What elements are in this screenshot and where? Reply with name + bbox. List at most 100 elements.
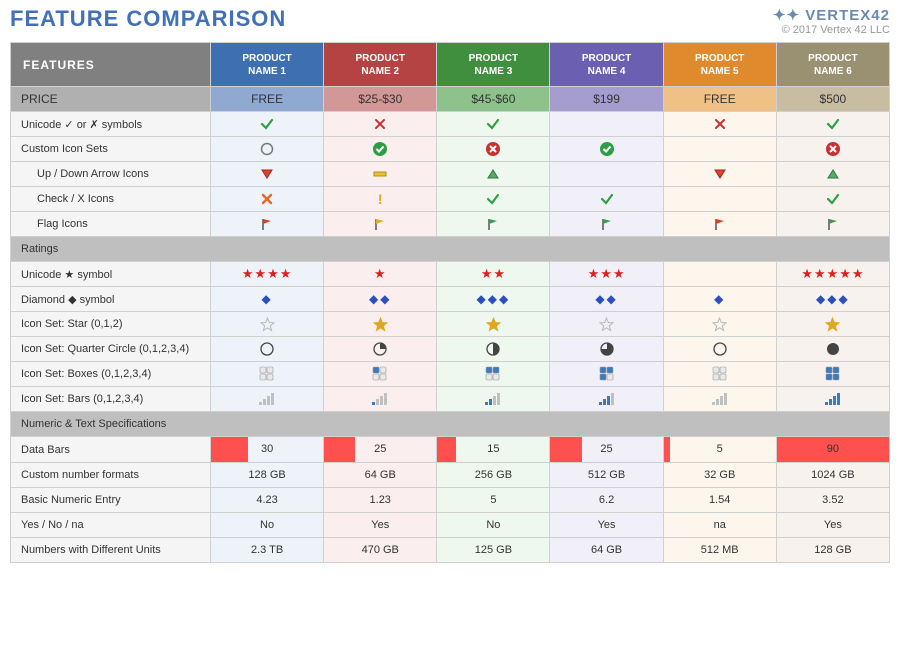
rating-cell [437,362,550,387]
price-5: FREE [663,87,776,112]
numeric-cell: Yes [324,513,437,538]
feature-cell [776,112,889,137]
rating-cell: ◆◆◆ [776,287,889,312]
rating-cell: ★ [324,262,437,287]
feature-cell [550,137,663,162]
brand-block: ✦✦ VERTEX42 © 2017 Vertex 42 LLC [773,6,890,36]
feature-label: Unicode ✓ or ✗ symbols [11,112,211,137]
rating-cell: ★★ [437,262,550,287]
databar-cell: 90 [776,437,889,463]
rating-cell: ★★★ [550,262,663,287]
feature-cell [211,162,324,187]
rating-cell [437,337,550,362]
numeric-cell: 32 GB [663,463,776,488]
feature-cell [324,162,437,187]
numeric-cell: 4.23 [211,488,324,513]
numeric-cell: na [663,513,776,538]
feature-cell [550,212,663,237]
rating-cell: ◆ [663,287,776,312]
feature-label: Check / X Icons [11,187,211,212]
product-header-1: PRODUCTNAME 1 [211,43,324,87]
rating-label: Icon Set: Boxes (0,1,2,3,4) [11,362,211,387]
price-6: $500 [776,87,889,112]
rating-cell [437,312,550,337]
rating-cell [663,312,776,337]
feature-cell [550,162,663,187]
numeric-cell: 512 GB [550,463,663,488]
features-header: FEATURES [11,43,211,87]
feature-cell [776,137,889,162]
section-ratings: Ratings [11,237,890,262]
rating-cell [550,337,663,362]
feature-cell [663,112,776,137]
feature-cell [550,187,663,212]
numeric-cell: 470 GB [324,538,437,563]
feature-cell [211,137,324,162]
rating-cell [776,312,889,337]
rating-cell: ◆◆ [324,287,437,312]
numeric-cell: 128 GB [776,538,889,563]
numeric-cell: 128 GB [211,463,324,488]
numeric-cell: 1024 GB [776,463,889,488]
numeric-label: Numbers with Different Units [11,538,211,563]
copyright: © 2017 Vertex 42 LLC [773,24,890,36]
rating-cell [324,387,437,412]
feature-label: Flag Icons [11,212,211,237]
feature-cell [663,187,776,212]
databar-cell: 5 [663,437,776,463]
feature-cell [663,212,776,237]
rating-cell [550,387,663,412]
feature-cell [211,112,324,137]
numeric-cell: 256 GB [437,463,550,488]
numeric-cell: 64 GB [550,538,663,563]
numeric-cell: 6.2 [550,488,663,513]
numeric-cell: No [211,513,324,538]
databar-cell: 15 [437,437,550,463]
rating-cell: ★★★★ [211,262,324,287]
feature-cell [437,212,550,237]
price-1: FREE [211,87,324,112]
rating-label: Icon Set: Quarter Circle (0,1,2,3,4) [11,337,211,362]
numeric-label: Custom number formats [11,463,211,488]
numeric-cell: Yes [776,513,889,538]
feature-cell [437,187,550,212]
rating-label: Icon Set: Star (0,1,2) [11,312,211,337]
databar-cell: 30 [211,437,324,463]
numeric-cell: 512 MB [663,538,776,563]
rating-cell [211,362,324,387]
rating-cell [324,337,437,362]
feature-cell [437,112,550,137]
feature-cell [663,137,776,162]
numeric-label: Yes / No / na [11,513,211,538]
price-label: PRICE [11,87,211,112]
product-header-4: PRODUCTNAME 4 [550,43,663,87]
numeric-cell: 2.3 TB [211,538,324,563]
rating-cell [776,387,889,412]
feature-cell [776,162,889,187]
rating-cell [211,337,324,362]
comparison-table: FEATURESPRODUCTNAME 1PRODUCTNAME 2 PRODUC… [10,42,890,563]
price-2: $25-$30 [324,87,437,112]
rating-cell [324,312,437,337]
numeric-cell: No [437,513,550,538]
numeric-cell: 3.52 [776,488,889,513]
price-3: $45-$60 [437,87,550,112]
product-header-2: PRODUCTNAME 2 [324,43,437,87]
rating-cell [663,387,776,412]
rating-cell [776,337,889,362]
numeric-cell: 64 GB [324,463,437,488]
numeric-label: Basic Numeric Entry [11,488,211,513]
rating-cell [663,362,776,387]
rating-cell [663,337,776,362]
rating-cell [663,262,776,287]
rating-cell: ◆◆ [550,287,663,312]
numeric-label: Data Bars [11,437,211,463]
price-4: $199 [550,87,663,112]
feature-cell [776,212,889,237]
feature-cell [211,212,324,237]
feature-label: Custom Icon Sets [11,137,211,162]
rating-cell [550,362,663,387]
feature-cell [550,112,663,137]
feature-cell: ! [324,187,437,212]
rating-cell: ◆◆◆ [437,287,550,312]
